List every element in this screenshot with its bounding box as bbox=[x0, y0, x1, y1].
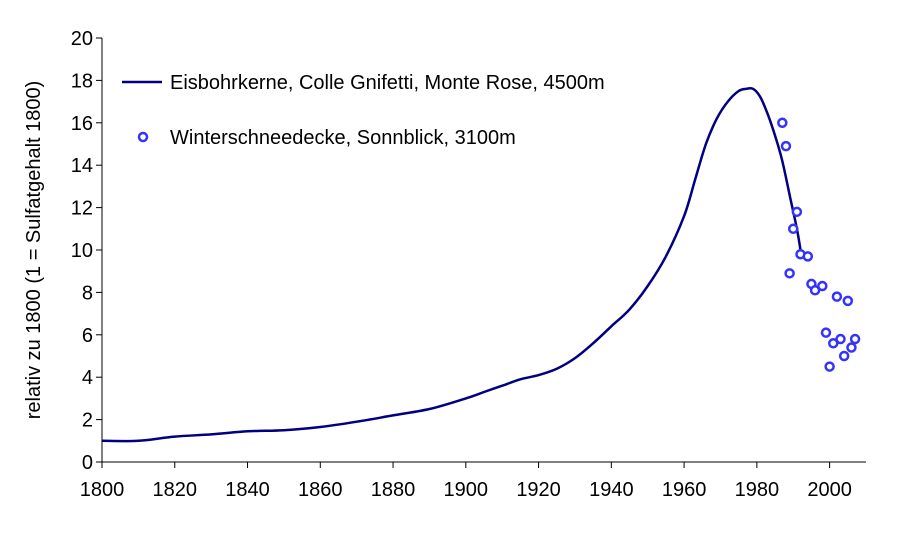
data-point-snow-cover bbox=[809, 285, 821, 296]
series-layer bbox=[101, 86, 861, 443]
y-tick-label: 8 bbox=[82, 282, 93, 304]
y-tick-label: 14 bbox=[71, 155, 93, 177]
legend-label-snow-cover: Winterschneedecke, Sonnblick, 3100m bbox=[170, 127, 516, 149]
x-tick-label: 1800 bbox=[80, 479, 125, 501]
data-point-snow-cover bbox=[780, 140, 792, 152]
y-tick-label: 20 bbox=[71, 28, 93, 50]
y-tick-label: 4 bbox=[82, 367, 93, 389]
y-tick-label: 16 bbox=[71, 113, 93, 135]
y-tick-label: 10 bbox=[71, 240, 93, 262]
y-tick-label: 2 bbox=[82, 410, 93, 432]
data-point-snow-cover bbox=[791, 206, 803, 218]
x-tick-label: 1980 bbox=[735, 479, 780, 501]
x-tick-label: 1900 bbox=[444, 479, 489, 501]
data-point-snow-cover bbox=[849, 333, 861, 345]
data-point-snow-cover bbox=[784, 268, 795, 279]
y-axis-title: relativ zu 1800 (1 = Sulfatgehalt 1800) bbox=[23, 81, 45, 420]
data-point-snow-cover bbox=[835, 333, 846, 345]
x-tick-label: 1880 bbox=[371, 479, 416, 501]
data-point-snow-cover bbox=[787, 223, 799, 235]
data-point-snow-cover bbox=[846, 342, 857, 353]
legend-label-ice-cores: Eisbohrkerne, Colle Gnifetti, Monte Rose… bbox=[170, 72, 605, 94]
data-point-snow-cover bbox=[777, 117, 788, 129]
legend: Eisbohrkerne, Colle Gnifetti, Monte Rose… bbox=[122, 72, 605, 149]
data-point-snow-cover bbox=[828, 338, 839, 349]
x-tick-label: 2000 bbox=[807, 479, 852, 501]
x-tick-label: 1920 bbox=[516, 479, 561, 501]
y-tick-label: 6 bbox=[82, 325, 93, 347]
data-point-snow-cover bbox=[820, 327, 832, 338]
data-point-snow-cover bbox=[802, 251, 814, 262]
legend-swatch-point bbox=[137, 131, 149, 143]
x-tick-label: 1960 bbox=[662, 479, 707, 501]
x-tick-label: 1820 bbox=[153, 479, 198, 501]
data-point-snow-cover bbox=[842, 295, 854, 307]
x-tick-label: 1940 bbox=[589, 479, 634, 501]
series-line-ice-cores bbox=[101, 86, 802, 443]
data-point-snow-cover bbox=[817, 280, 828, 292]
y-tick-label: 0 bbox=[82, 452, 93, 474]
y-tick-label: 12 bbox=[71, 198, 93, 220]
data-point-snow-cover bbox=[824, 361, 835, 372]
x-tick-label: 1840 bbox=[225, 479, 270, 501]
data-point-snow-cover bbox=[838, 350, 850, 362]
y-tick-label: 18 bbox=[71, 70, 93, 92]
data-point-snow-cover bbox=[831, 291, 843, 302]
x-tick-label: 1860 bbox=[298, 479, 343, 501]
